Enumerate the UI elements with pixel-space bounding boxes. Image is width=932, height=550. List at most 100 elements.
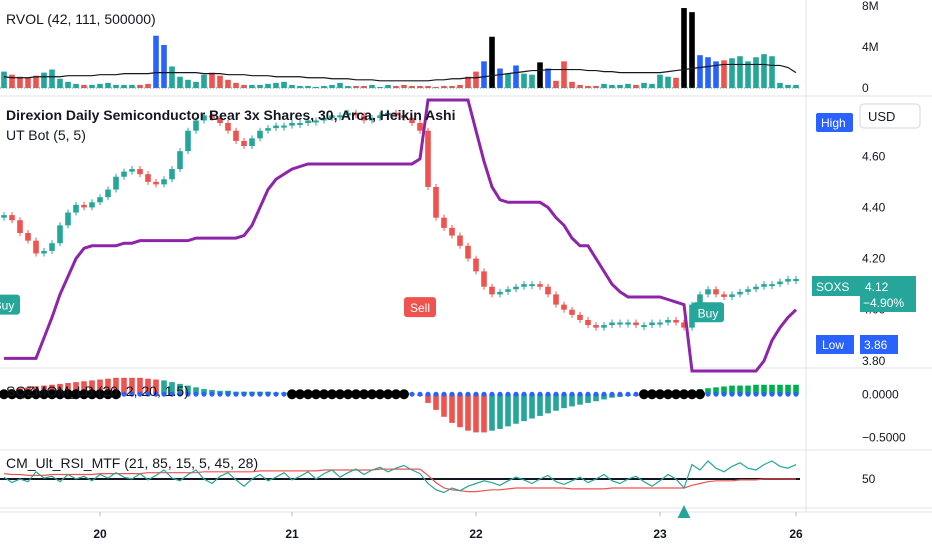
rsi-line xyxy=(3,460,797,494)
signal-label: Buy xyxy=(0,299,14,313)
rvol-bar xyxy=(137,84,143,88)
candle xyxy=(329,115,335,118)
rvol-bar xyxy=(601,83,607,88)
rvol-bar xyxy=(393,85,399,88)
sqz-bar xyxy=(745,385,751,395)
rsi-label: CM_Ult_RSI_MTF (21, 85, 15, 5, 45, 28) xyxy=(6,455,258,471)
sqz-dot xyxy=(209,391,215,397)
sqz-dot xyxy=(761,391,767,397)
high-badge-label: High xyxy=(821,116,846,130)
sqz-dot xyxy=(225,391,231,397)
candle xyxy=(169,169,175,180)
rvol-average-line xyxy=(0,63,800,89)
sqz-axis-tick: −0.5000 xyxy=(862,431,906,445)
sqz-dot xyxy=(505,391,511,397)
grid xyxy=(0,0,932,513)
sqz-dot xyxy=(687,389,697,400)
candle xyxy=(681,322,687,328)
candle xyxy=(57,225,63,244)
main-title: Direxion Daily Semiconductor Bear 3x Sha… xyxy=(6,107,455,123)
rvol-bar xyxy=(169,66,175,88)
sqz-bar xyxy=(785,384,791,395)
sqz-bar xyxy=(497,394,503,429)
sqz-bar xyxy=(425,394,431,403)
sqz-dot xyxy=(489,391,495,397)
rvol-bar xyxy=(449,85,455,88)
candle xyxy=(313,120,319,123)
candle xyxy=(713,289,719,295)
candle xyxy=(17,220,23,233)
rvol-bar xyxy=(321,85,327,88)
sqz-dot xyxy=(465,391,471,397)
rvol-bar xyxy=(409,85,415,88)
ut-bot-label: UT Bot (5, 5) xyxy=(6,127,86,143)
currency-button[interactable] xyxy=(859,103,921,129)
sqz-dot xyxy=(585,391,591,397)
rvol-bar xyxy=(625,83,631,88)
sqz-bar xyxy=(433,394,439,410)
sqz-dot xyxy=(367,389,377,400)
sqz-bar xyxy=(201,389,207,395)
rvol-bar xyxy=(745,61,751,88)
sqz-dot xyxy=(449,391,455,397)
candle xyxy=(521,284,527,287)
sqz-bar xyxy=(449,394,455,423)
candle xyxy=(753,286,759,290)
candle xyxy=(97,197,103,203)
rvol-bar xyxy=(257,84,263,88)
sqz-bar xyxy=(713,387,719,395)
signal-label: Buy xyxy=(698,306,719,320)
sqz-bar xyxy=(505,394,511,427)
candle xyxy=(73,204,79,213)
sqz-dot xyxy=(481,391,487,397)
rvol-bar xyxy=(489,36,495,88)
sqz-bar xyxy=(729,385,735,395)
rvol-bar xyxy=(577,84,583,88)
rsi-signal-line xyxy=(3,468,796,493)
sqz-dot xyxy=(577,391,583,397)
candle xyxy=(137,169,143,175)
last-price: 4.12 xyxy=(865,280,889,294)
sqz-dot xyxy=(537,391,543,397)
rvol-bar xyxy=(721,60,727,88)
sqz-dot xyxy=(617,391,623,397)
candle xyxy=(505,289,511,292)
candle xyxy=(41,250,47,254)
candle xyxy=(105,189,111,198)
candle xyxy=(353,112,359,116)
rvol-bar xyxy=(705,57,711,88)
candle xyxy=(601,325,607,328)
sqz-dot xyxy=(201,391,207,397)
sqz-dot xyxy=(7,389,17,400)
sqz-bar xyxy=(65,383,71,395)
sqz-dot xyxy=(129,391,135,397)
sqz-dot xyxy=(457,391,463,397)
sqz-dot xyxy=(569,391,575,397)
candle xyxy=(641,325,647,328)
rvol-bar xyxy=(633,84,639,88)
sqz-bar xyxy=(513,394,519,424)
rvol-bar xyxy=(353,85,359,88)
rvol-bar xyxy=(241,84,247,88)
candle xyxy=(1,215,7,218)
candle xyxy=(25,233,31,241)
candle xyxy=(585,319,591,326)
rvol-bar xyxy=(553,80,559,88)
candle xyxy=(577,314,583,320)
rvol-bar xyxy=(33,75,39,88)
sqz-dot xyxy=(161,391,167,397)
candle xyxy=(177,151,183,170)
sqz-dot xyxy=(295,389,305,400)
candle xyxy=(497,291,503,295)
sqz-bar xyxy=(737,385,743,395)
candle xyxy=(129,169,135,172)
sqz-bar xyxy=(793,384,799,395)
candle xyxy=(561,304,567,310)
sqz-dot xyxy=(625,391,631,397)
rvol-bar xyxy=(233,82,239,88)
candle xyxy=(241,140,247,147)
sqz-dot xyxy=(0,389,9,400)
candle xyxy=(233,130,239,141)
